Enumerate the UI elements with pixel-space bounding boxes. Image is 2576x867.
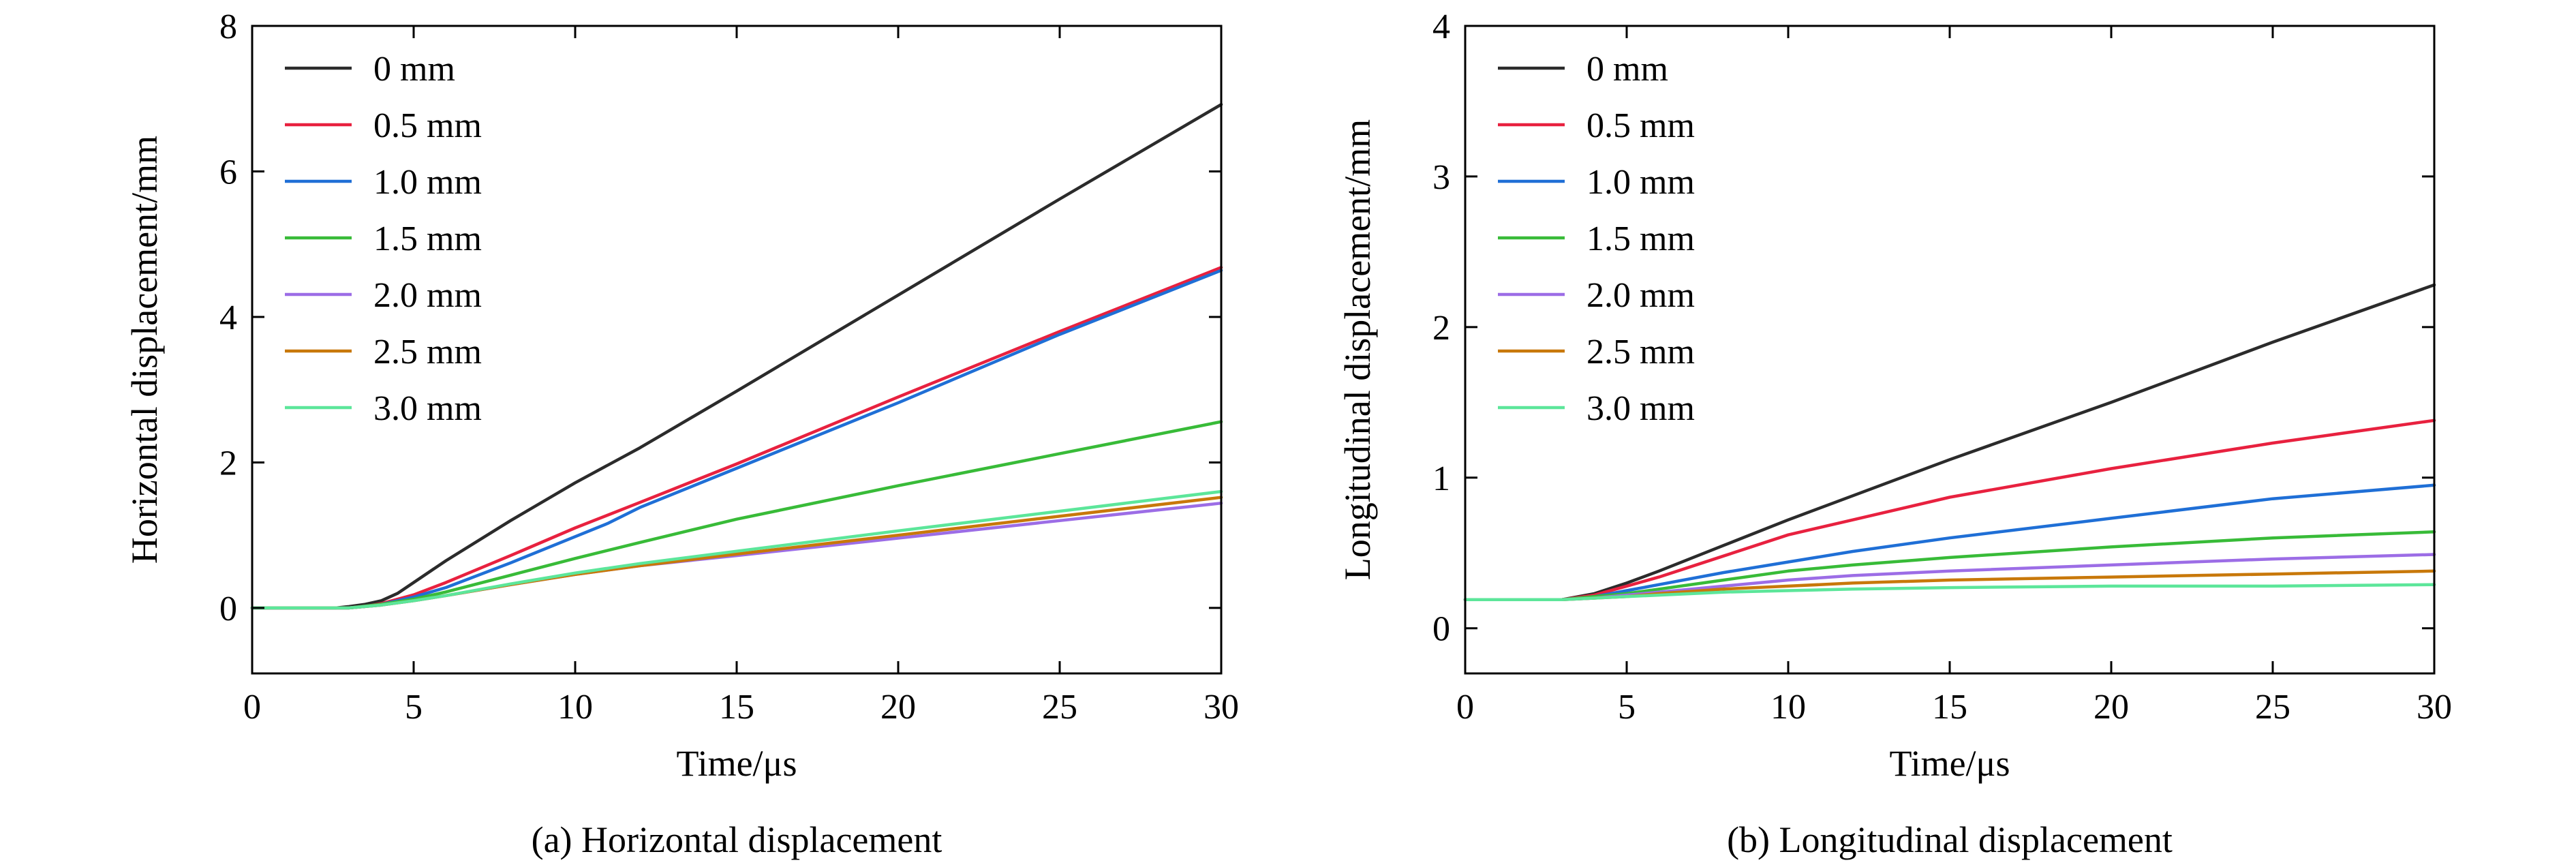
y-tick-label: 0 bbox=[219, 590, 237, 628]
series-line-1-0-mmmm bbox=[1463, 483, 2436, 601]
legend-label: 0.5 mm bbox=[373, 106, 482, 145]
legend-label: 1.0 mm bbox=[1586, 163, 1695, 202]
y-axis-label: Longitudinal displacement/mm bbox=[1337, 119, 1378, 580]
y-tick-label: 3 bbox=[1432, 158, 1450, 197]
x-tick-label: 0 bbox=[1456, 688, 1474, 727]
series-line-1-0-mmmm bbox=[250, 269, 1223, 610]
y-tick-label: 1 bbox=[1432, 459, 1450, 498]
y-tick-label: 0 bbox=[1432, 610, 1450, 649]
legend-label: 2.5 mm bbox=[1586, 333, 1695, 371]
legend-label: 2.5 mm bbox=[373, 333, 482, 371]
y-tick-label: 4 bbox=[1432, 7, 1450, 46]
legend-label: 1.5 mm bbox=[373, 219, 482, 258]
legend-label: 2.0 mm bbox=[373, 276, 482, 315]
x-tick-label: 25 bbox=[2255, 688, 2290, 727]
panel-longitudinal-displacement: 0 5 10 15 20 25 30 0 1 2 3 4 Time/μs Longitudinal dis… bbox=[1337, 7, 2452, 860]
legend-label: 3.0 mm bbox=[373, 389, 482, 428]
y-axis-label: Horizontal displacement/mm bbox=[124, 136, 165, 564]
series-line-3-0-mmmm bbox=[250, 489, 1223, 610]
x-tick-label: 25 bbox=[1042, 688, 1077, 727]
legend-label: 3.0 mm bbox=[1586, 389, 1695, 428]
legend-label: 1.0 mm bbox=[373, 163, 482, 202]
y-tick-label: 8 bbox=[219, 7, 237, 46]
x-tick-label: 15 bbox=[719, 688, 754, 727]
x-tick-label: 20 bbox=[2094, 688, 2129, 727]
panel-horizontal-displacement: 0 5 10 15 20 25 30 0 2 4 6 8 Time/μs Horizontal displ… bbox=[124, 7, 1239, 860]
y-tick-label: 4 bbox=[219, 299, 237, 337]
x-axis-label: Time/μs bbox=[1889, 743, 2010, 784]
y-tick-label: 2 bbox=[219, 444, 237, 483]
x-tick-label: 5 bbox=[1618, 688, 1636, 727]
legend-label: 1.5 mm bbox=[1586, 219, 1695, 258]
x-tick-label: 0 bbox=[243, 688, 261, 727]
x-tick-label: 30 bbox=[2417, 688, 2452, 727]
panel-caption: (b) Longitudinal displacement bbox=[1727, 819, 2173, 860]
legend-label: 0 mm bbox=[1586, 50, 1668, 89]
x-axis-label: Time/μs bbox=[676, 743, 797, 784]
x-tick-label: 15 bbox=[1932, 688, 1967, 727]
x-tick-label: 30 bbox=[1203, 688, 1239, 727]
legend-label: 0 mm bbox=[373, 50, 455, 89]
legend-label: 2.0 mm bbox=[1586, 276, 1695, 315]
x-tick-label: 20 bbox=[880, 688, 916, 727]
legend-label: 0.5 mm bbox=[1586, 106, 1695, 145]
panel-caption: (a) Horizontal displacement bbox=[532, 819, 942, 860]
x-tick-label: 10 bbox=[1770, 688, 1806, 727]
y-tick-label: 6 bbox=[219, 153, 237, 192]
y-tick-label: 2 bbox=[1432, 309, 1450, 348]
series-line-3-0-mmmm bbox=[1463, 583, 2436, 601]
x-tick-label: 5 bbox=[405, 688, 423, 727]
x-tick-label: 10 bbox=[557, 688, 593, 727]
series-line-0-mmmm bbox=[250, 103, 1223, 610]
